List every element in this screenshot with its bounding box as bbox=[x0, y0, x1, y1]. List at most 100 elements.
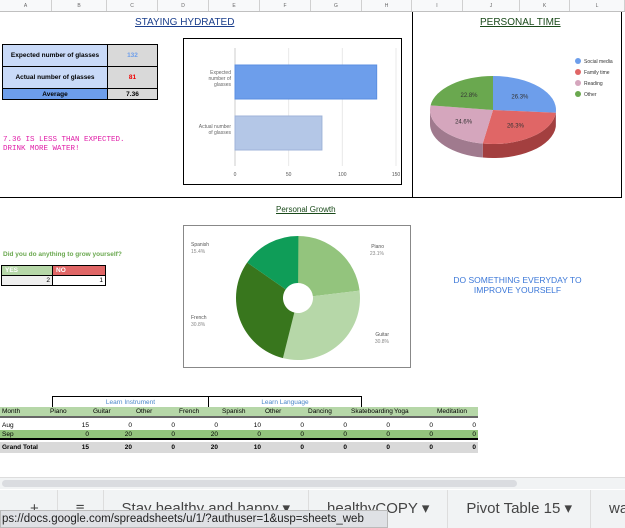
cell[interactable]: Skateboarding bbox=[351, 408, 393, 415]
cell[interactable]: 0 bbox=[171, 421, 175, 429]
cell[interactable]: 0 bbox=[171, 444, 175, 451]
donut-slice-0 bbox=[298, 236, 360, 297]
cell[interactable]: 0 bbox=[429, 444, 433, 451]
row-label[interactable]: Aug bbox=[2, 421, 14, 429]
cell[interactable]: Other bbox=[136, 408, 153, 415]
cell[interactable]: 0 bbox=[343, 430, 347, 438]
actual-value[interactable]: 81 bbox=[107, 66, 158, 89]
chevron-down-icon[interactable]: ▾ bbox=[282, 500, 291, 517]
column-header-G[interactable]: G bbox=[311, 0, 362, 11]
cell[interactable]: 0 bbox=[343, 444, 347, 451]
cell[interactable]: 0 bbox=[343, 421, 347, 429]
cell[interactable]: 20 bbox=[124, 444, 132, 451]
motto-text: DO SOMETHING EVERYDAY TO IMPROVE YOURSEL… bbox=[453, 275, 582, 295]
cell[interactable]: Yoga bbox=[394, 408, 409, 415]
column-header-D[interactable]: D bbox=[158, 0, 209, 11]
cell[interactable]: 0 bbox=[128, 421, 132, 429]
cell[interactable]: 0 bbox=[85, 430, 89, 438]
cell[interactable]: 0 bbox=[214, 421, 218, 429]
row-label[interactable]: Month bbox=[2, 408, 21, 415]
cell[interactable]: Dancing bbox=[308, 408, 332, 415]
cell[interactable]: 0 bbox=[386, 444, 390, 451]
cell[interactable]: 15 bbox=[81, 421, 89, 429]
cell[interactable]: 0 bbox=[472, 421, 476, 429]
cell[interactable]: Other bbox=[265, 408, 282, 415]
column-header-A[interactable]: A bbox=[0, 0, 52, 11]
legend-marker bbox=[575, 58, 581, 64]
column-header-H[interactable]: H bbox=[362, 0, 412, 11]
pie-slice-1 bbox=[482, 110, 556, 144]
column-header-K[interactable]: K bbox=[520, 0, 570, 11]
grand-total-row: Grand Total 15 20 0 20 10 0 0 0 0 0 bbox=[0, 442, 478, 453]
cell[interactable]: 20 bbox=[210, 444, 218, 451]
category-label-line: of glasses bbox=[208, 130, 231, 136]
pie-slice-2 bbox=[430, 105, 493, 144]
cell[interactable]: 10 bbox=[253, 444, 261, 451]
row-label[interactable]: Sep bbox=[2, 430, 14, 438]
column-header-E[interactable]: E bbox=[209, 0, 260, 11]
pie-value-label: 26.3% bbox=[511, 95, 529, 101]
cell[interactable]: 0 bbox=[386, 421, 390, 429]
x-tick-label: 100 bbox=[338, 172, 347, 178]
column-header-L[interactable]: L bbox=[570, 0, 625, 11]
legend-marker bbox=[575, 80, 581, 86]
column-header-B[interactable]: B bbox=[52, 0, 107, 11]
column-header-C[interactable]: C bbox=[107, 0, 158, 11]
add-sheet-button[interactable]: + bbox=[0, 490, 58, 528]
cell[interactable]: 10 bbox=[253, 421, 261, 429]
row-label[interactable]: Grand Total bbox=[2, 444, 38, 451]
cell[interactable]: 20 bbox=[210, 430, 218, 438]
legend-label: Social media bbox=[584, 59, 613, 65]
column-header-F[interactable]: F bbox=[260, 0, 311, 11]
personal-time-pie-chart[interactable]: 26.3% Social media 26.3% Family time 24.6% Re… bbox=[420, 55, 620, 170]
column-header-I[interactable]: I bbox=[412, 0, 463, 11]
personal-growth-donut-chart[interactable]: Piano23.1%Guitar30.8%French30.8%Spanish1… bbox=[183, 225, 411, 368]
slice-label: Spanish bbox=[191, 242, 209, 248]
cell[interactable]: French bbox=[179, 408, 200, 415]
all-sheets-menu-button[interactable]: ≡ bbox=[58, 490, 104, 528]
average-value[interactable]: 7.36 bbox=[107, 88, 158, 100]
horizontal-scrollbar[interactable] bbox=[0, 477, 625, 489]
cell[interactable]: 0 bbox=[171, 430, 175, 438]
cell[interactable]: Guitar bbox=[93, 408, 111, 415]
cell[interactable]: 0 bbox=[472, 430, 476, 438]
cell[interactable]: 0 bbox=[300, 430, 304, 438]
cell[interactable]: 0 bbox=[429, 430, 433, 438]
slice-label: Piano bbox=[371, 244, 384, 250]
sheet-tab-pivot-table-15[interactable]: Pivot Table 15 ▾ bbox=[448, 490, 592, 528]
cell[interactable]: 15 bbox=[81, 444, 89, 451]
expected-value[interactable]: 132 bbox=[107, 44, 158, 67]
legend-label: Family time bbox=[584, 70, 610, 76]
cell[interactable]: 0 bbox=[300, 421, 304, 429]
cell[interactable]: Spanish bbox=[222, 408, 246, 415]
pie-value-label: 24.6% bbox=[455, 120, 473, 126]
cell[interactable]: 0 bbox=[300, 444, 304, 451]
cell[interactable]: Piano bbox=[50, 408, 67, 415]
column-header-J[interactable]: J bbox=[463, 0, 520, 11]
cell[interactable]: 0 bbox=[429, 421, 433, 429]
scrollbar-thumb[interactable] bbox=[2, 480, 517, 487]
sheet-tab-wa[interactable]: wa bbox=[591, 490, 625, 528]
chevron-down-icon[interactable]: ▾ bbox=[421, 500, 430, 517]
cell[interactable]: 0 bbox=[472, 444, 476, 451]
legend-label: Other bbox=[584, 92, 597, 98]
cell[interactable]: 0 bbox=[257, 430, 261, 438]
table-row: Aug 15 0 0 0 10 0 0 0 0 0 bbox=[0, 420, 478, 430]
pie-side-1 bbox=[482, 112, 556, 158]
cell[interactable]: 20 bbox=[124, 430, 132, 438]
pivot-header-row: Month Piano Guitar Other French Spanish Other D… bbox=[0, 407, 478, 418]
cell[interactable]: Meditation bbox=[437, 408, 467, 415]
tab-label: Pivot Table 15 bbox=[466, 500, 561, 517]
donut-slice-3 bbox=[247, 236, 299, 290]
pie-slice-3 bbox=[430, 76, 493, 110]
personal-time-title: PERSONAL TIME bbox=[480, 17, 561, 28]
pie-slice-0 bbox=[493, 76, 556, 113]
x-tick-label: 50 bbox=[286, 172, 292, 178]
chevron-down-icon[interactable]: ▾ bbox=[564, 500, 573, 517]
chart-frame bbox=[183, 38, 402, 185]
no-value[interactable]: 1 bbox=[52, 275, 106, 286]
slice-percent: 23.1% bbox=[370, 251, 385, 257]
cell[interactable]: 0 bbox=[386, 430, 390, 438]
yes-value[interactable]: 2 bbox=[1, 275, 53, 286]
